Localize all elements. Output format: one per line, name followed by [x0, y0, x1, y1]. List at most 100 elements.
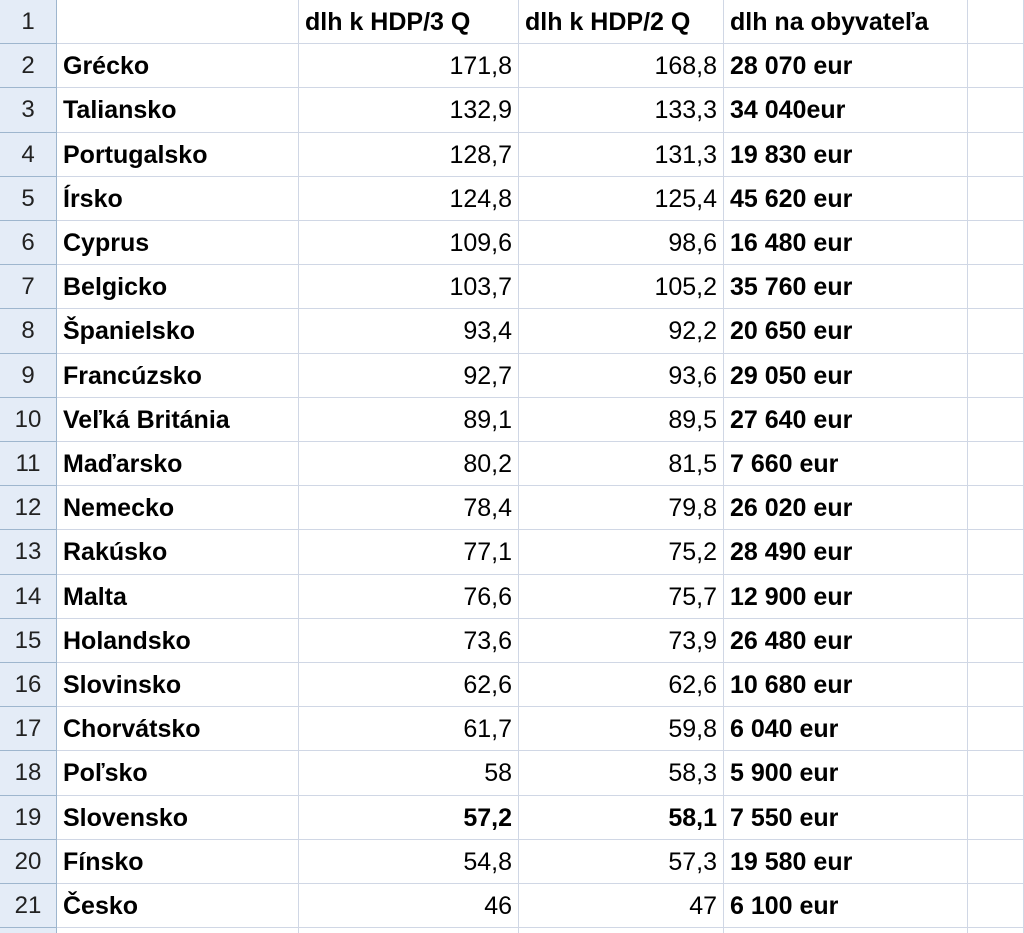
cell[interactable] [968, 88, 1024, 133]
country-cell[interactable]: Slovensko [57, 795, 299, 840]
value-cell[interactable]: 133,3 [519, 88, 724, 133]
country-cell[interactable]: Rakúsko [57, 530, 299, 575]
value-cell[interactable]: 131,3 [519, 132, 724, 177]
row-header[interactable]: 14 [0, 574, 57, 619]
value-cell[interactable]: 76,6 [299, 574, 519, 619]
value-cell[interactable]: 77,1 [299, 530, 519, 575]
value-cell[interactable]: 57,2 [299, 795, 519, 840]
value-cell[interactable]: 93,4 [299, 309, 519, 354]
cell[interactable] [968, 353, 1024, 398]
value-cell[interactable]: 45 620 eur [724, 176, 968, 221]
row-header[interactable]: 8 [0, 309, 57, 354]
value-cell[interactable]: 47 [519, 884, 724, 929]
cell[interactable] [968, 795, 1024, 840]
value-cell[interactable]: 7 660 eur [724, 442, 968, 487]
country-cell[interactable]: Chorvátsko [57, 707, 299, 752]
column-header-cell[interactable]: dlh k HDP/3 Q [299, 0, 519, 45]
value-cell[interactable]: 89,1 [299, 397, 519, 442]
country-cell[interactable]: Francúzsko [57, 353, 299, 398]
value-cell[interactable]: 26 480 eur [724, 618, 968, 663]
value-cell[interactable]: 28 070 eur [724, 44, 968, 89]
value-cell[interactable]: 58 [299, 751, 519, 796]
row-header[interactable]: 13 [0, 530, 57, 575]
value-cell[interactable]: 105,2 [519, 265, 724, 310]
country-cell[interactable]: Slovinsko [57, 663, 299, 708]
cell[interactable] [519, 928, 724, 933]
value-cell[interactable]: 168,8 [519, 44, 724, 89]
value-cell[interactable]: 73,9 [519, 618, 724, 663]
value-cell[interactable]: 6 040 eur [724, 707, 968, 752]
value-cell[interactable]: 28 490 eur [724, 530, 968, 575]
cell[interactable] [968, 442, 1024, 487]
row-header[interactable]: 9 [0, 353, 57, 398]
value-cell[interactable]: 93,6 [519, 353, 724, 398]
country-cell[interactable]: Nemecko [57, 486, 299, 531]
column-header-cell[interactable]: dlh na obyvateľa [724, 0, 968, 45]
value-cell[interactable]: 62,6 [519, 663, 724, 708]
cell[interactable] [968, 663, 1024, 708]
country-cell[interactable]: Belgicko [57, 265, 299, 310]
row-header[interactable]: 10 [0, 397, 57, 442]
row-header[interactable]: 12 [0, 486, 57, 531]
country-cell[interactable]: Portugalsko [57, 132, 299, 177]
value-cell[interactable]: 54,8 [299, 839, 519, 884]
country-cell[interactable]: Veľká Británia [57, 397, 299, 442]
value-cell[interactable]: 81,5 [519, 442, 724, 487]
cell[interactable] [724, 928, 968, 933]
cell[interactable] [968, 928, 1024, 933]
column-header-cell[interactable]: dlh k HDP/2 Q [519, 0, 724, 45]
row-header[interactable]: 2 [0, 44, 57, 89]
country-cell[interactable]: Poľsko [57, 751, 299, 796]
cell[interactable] [968, 618, 1024, 663]
country-cell[interactable]: Írsko [57, 176, 299, 221]
value-cell[interactable]: 35 760 eur [724, 265, 968, 310]
cell[interactable] [57, 928, 299, 933]
row-header[interactable]: 18 [0, 751, 57, 796]
country-cell[interactable]: Holandsko [57, 618, 299, 663]
value-cell[interactable]: 73,6 [299, 618, 519, 663]
cell[interactable] [968, 530, 1024, 575]
row-header[interactable]: 4 [0, 132, 57, 177]
row-header[interactable]: 19 [0, 795, 57, 840]
cell[interactable] [968, 176, 1024, 221]
value-cell[interactable]: 12 900 eur [724, 574, 968, 619]
country-cell[interactable]: Fínsko [57, 839, 299, 884]
cell[interactable] [968, 0, 1024, 45]
row-header[interactable]: 7 [0, 265, 57, 310]
value-cell[interactable]: 109,6 [299, 221, 519, 266]
row-header[interactable]: 6 [0, 221, 57, 266]
value-cell[interactable]: 98,6 [519, 221, 724, 266]
country-cell[interactable]: Cyprus [57, 221, 299, 266]
value-cell[interactable]: 75,2 [519, 530, 724, 575]
country-cell[interactable]: Česko [57, 884, 299, 929]
country-cell[interactable]: Španielsko [57, 309, 299, 354]
row-header[interactable]: 20 [0, 839, 57, 884]
value-cell[interactable]: 92,7 [299, 353, 519, 398]
value-cell[interactable]: 89,5 [519, 397, 724, 442]
row-header[interactable]: 17 [0, 707, 57, 752]
value-cell[interactable]: 62,6 [299, 663, 519, 708]
value-cell[interactable]: 75,7 [519, 574, 724, 619]
value-cell[interactable]: 5 900 eur [724, 751, 968, 796]
value-cell[interactable]: 57,3 [519, 839, 724, 884]
value-cell[interactable]: 6 100 eur [724, 884, 968, 929]
value-cell[interactable]: 79,8 [519, 486, 724, 531]
value-cell[interactable]: 29 050 eur [724, 353, 968, 398]
cell[interactable] [299, 928, 519, 933]
cell[interactable] [968, 221, 1024, 266]
cell[interactable] [968, 707, 1024, 752]
country-cell[interactable]: Malta [57, 574, 299, 619]
value-cell[interactable]: 125,4 [519, 176, 724, 221]
value-cell[interactable]: 7 550 eur [724, 795, 968, 840]
country-cell[interactable]: Grécko [57, 44, 299, 89]
cell[interactable] [968, 486, 1024, 531]
row-header[interactable]: 21 [0, 884, 57, 929]
cell[interactable] [57, 0, 299, 45]
value-cell[interactable]: 27 640 eur [724, 397, 968, 442]
value-cell[interactable]: 80,2 [299, 442, 519, 487]
value-cell[interactable]: 61,7 [299, 707, 519, 752]
value-cell[interactable]: 58,1 [519, 795, 724, 840]
value-cell[interactable]: 16 480 eur [724, 221, 968, 266]
row-header[interactable]: 15 [0, 618, 57, 663]
cell[interactable] [968, 751, 1024, 796]
